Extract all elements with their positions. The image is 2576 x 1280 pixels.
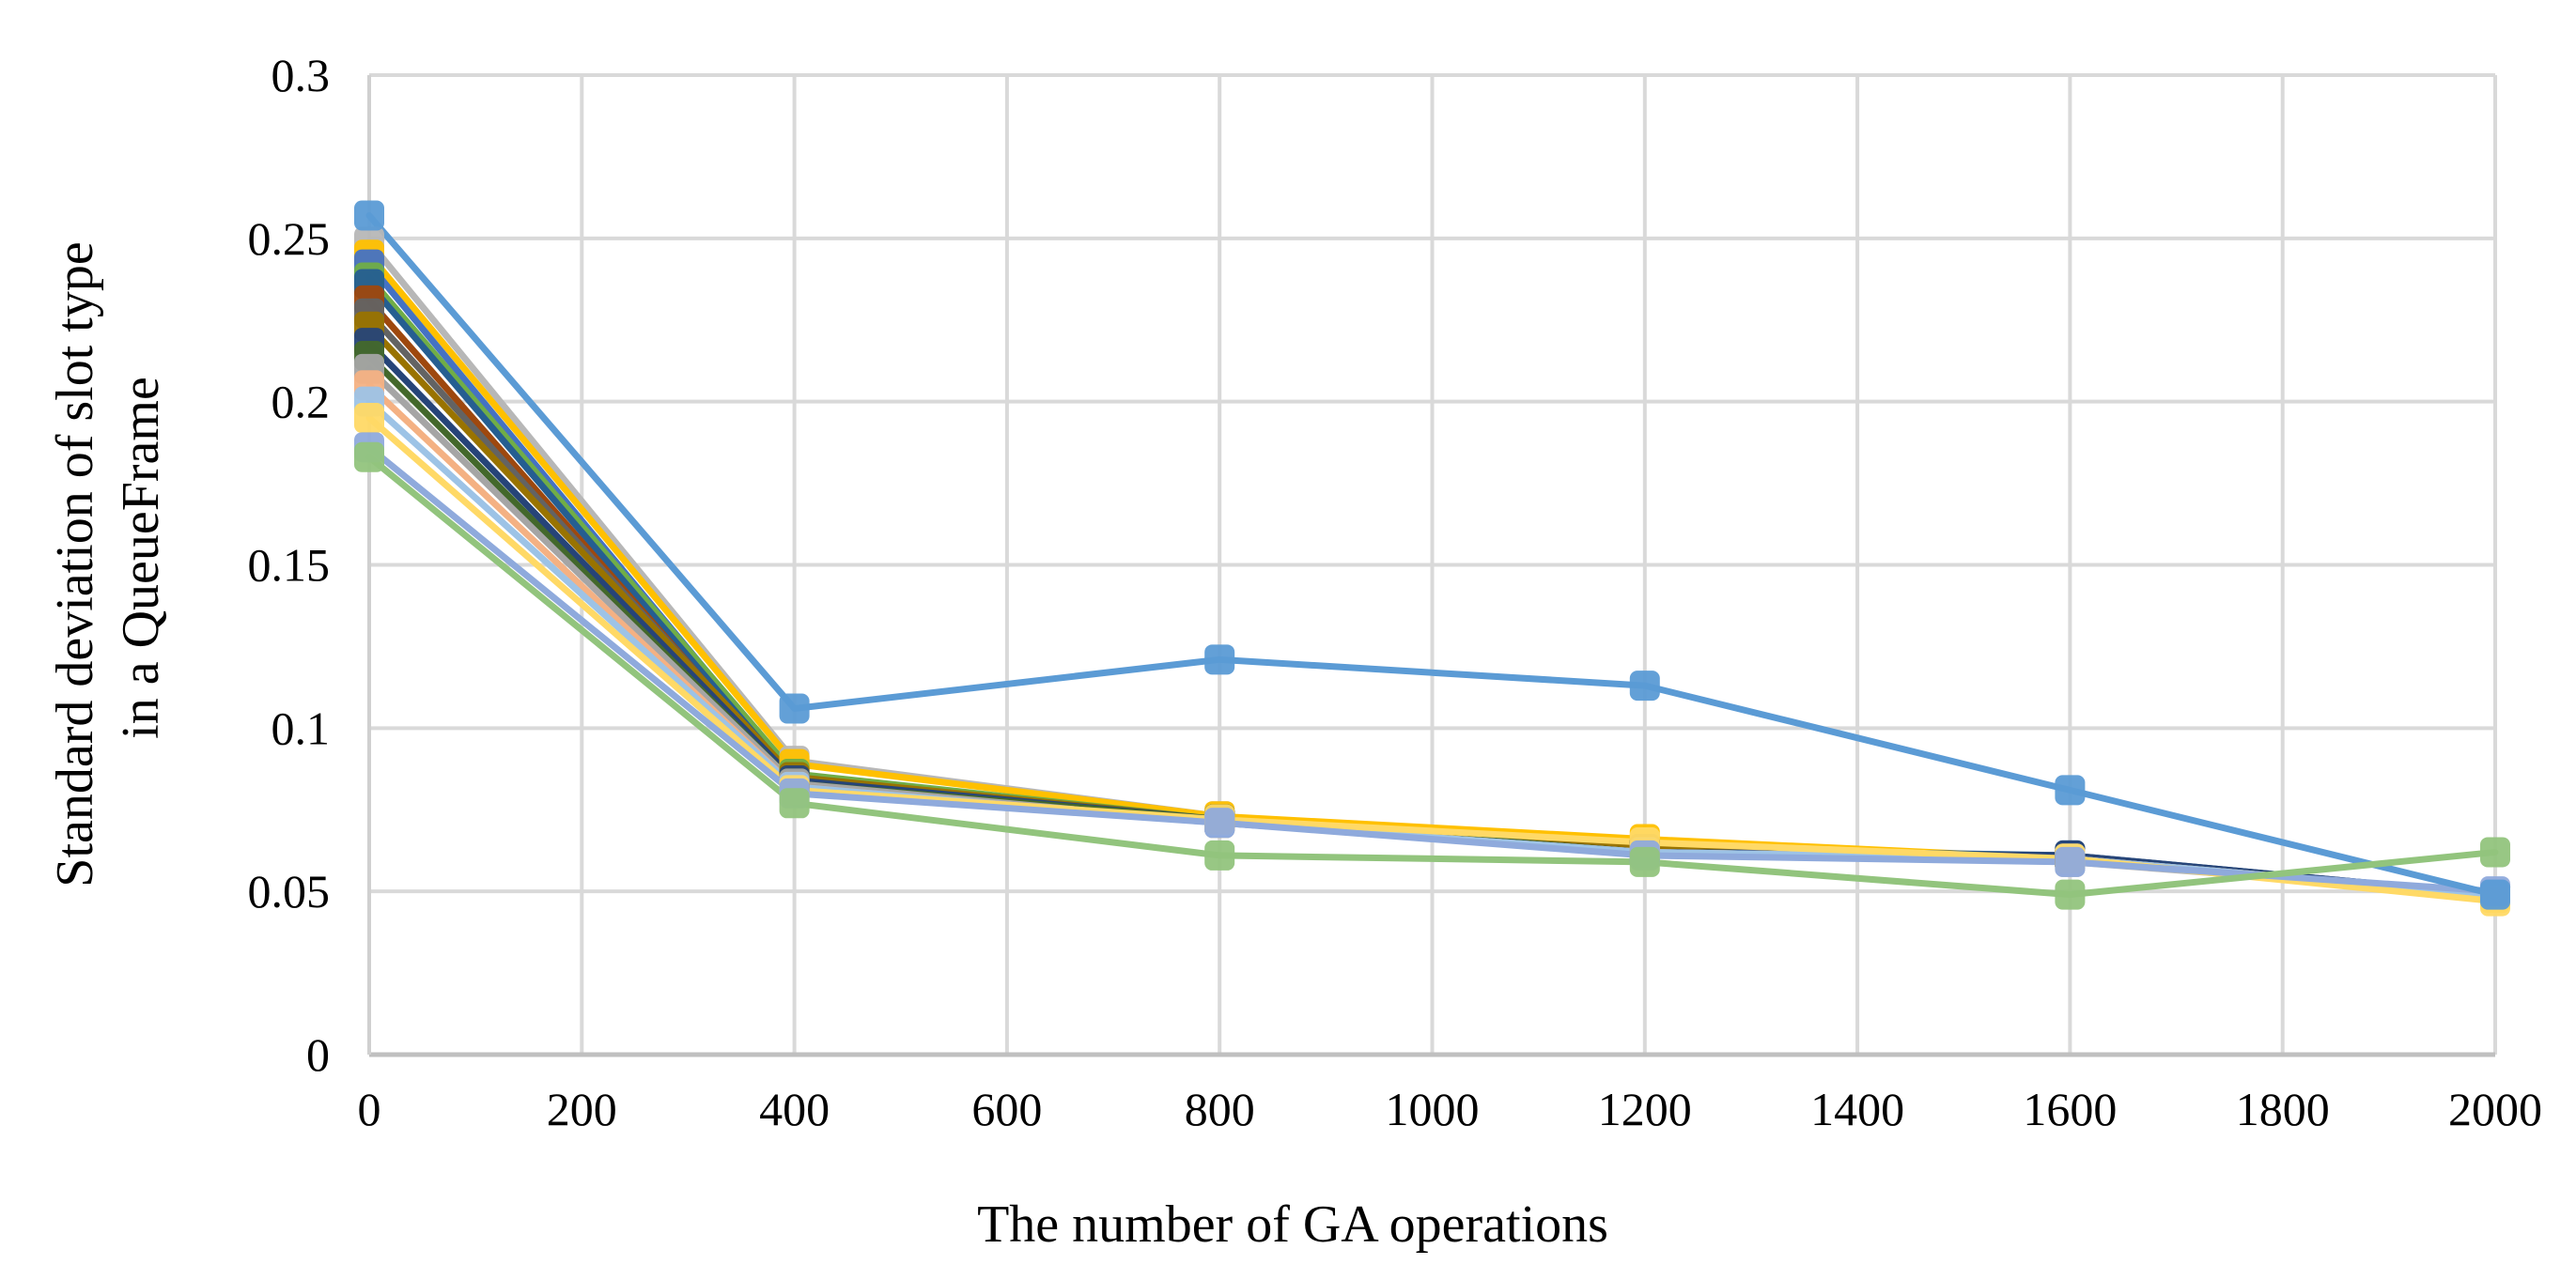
data-point — [354, 200, 384, 231]
x-tick-label: 800 — [1185, 1083, 1255, 1135]
data-point — [779, 693, 810, 724]
x-tick-label: 0 — [358, 1083, 381, 1135]
x-tick-label: 600 — [971, 1083, 1042, 1135]
data-point — [1204, 808, 1235, 839]
y-tick-label: 0.15 — [248, 539, 331, 592]
data-point — [354, 441, 384, 472]
x-tick-label: 1600 — [2023, 1083, 2117, 1135]
x-tick-label: 1200 — [1598, 1083, 1692, 1135]
x-tick-label: 2000 — [2448, 1083, 2542, 1135]
y-tick-label: 0.1 — [272, 702, 331, 754]
data-point — [2055, 775, 2086, 806]
y-tick-label: 0.25 — [248, 212, 331, 265]
series-line-17 — [365, 454, 2499, 899]
grid — [367, 73, 2497, 1055]
data-point — [2055, 846, 2086, 877]
data-point — [2055, 879, 2086, 910]
x-tick-label: 1800 — [2236, 1083, 2330, 1135]
y-tick-label: 0.05 — [248, 865, 331, 918]
y-axis-title: Standard deviation of slot type in a Que… — [46, 228, 170, 887]
data-point — [2480, 837, 2510, 868]
data-point — [1629, 671, 1660, 702]
data-point — [1204, 644, 1235, 675]
data-point — [354, 403, 384, 434]
y-tick-label: 0.3 — [272, 49, 331, 101]
x-tick-label: 1400 — [1810, 1083, 1904, 1135]
y-axis-title-line-2: in a QueueFrame — [112, 377, 170, 739]
data-point — [1204, 840, 1235, 871]
x-tick-labels: 0 200 400 600 800 1000 1200 1400 1600 1800 2000 — [358, 1083, 2543, 1135]
x-axis-title: The number of GA operations — [977, 1195, 1608, 1254]
y-tick-label: 0 — [306, 1028, 330, 1081]
x-tick-label: 400 — [759, 1083, 830, 1135]
x-tick-label: 1000 — [1386, 1083, 1480, 1135]
series-lines — [365, 211, 2499, 905]
series-line-16 — [365, 211, 2499, 899]
data-point — [1629, 846, 1660, 877]
series-markers — [354, 200, 2510, 917]
data-point — [2480, 879, 2510, 910]
y-axis-title-line-1: Standard deviation of slot type — [46, 241, 104, 887]
y-tick-labels: 0 0.05 0.1 0.15 0.2 0.25 0.3 — [248, 49, 331, 1081]
x-tick-label: 200 — [547, 1083, 617, 1135]
data-point — [779, 788, 810, 819]
y-tick-label: 0.2 — [272, 376, 331, 428]
series-line-15 — [365, 443, 2499, 895]
